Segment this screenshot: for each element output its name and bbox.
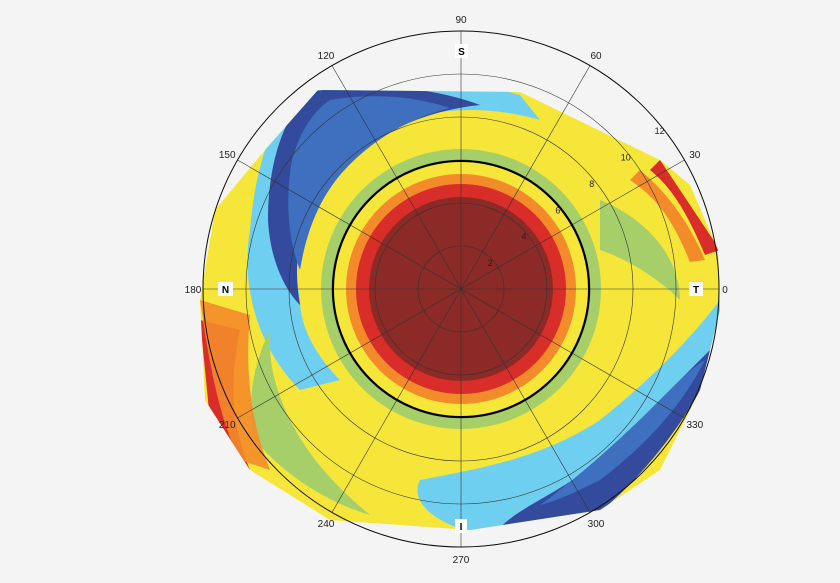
angle-label-60: 60: [590, 51, 602, 62]
direction-temporal-label: T: [693, 285, 699, 296]
direction-nasal-label: N: [222, 285, 229, 296]
angle-label-180: 180: [185, 285, 202, 296]
orange-edge-right: [630, 170, 705, 262]
direction-superior-label: S: [458, 47, 465, 58]
outer-boundary-circle: [202, 30, 720, 548]
angle-label-270: 270: [453, 555, 470, 566]
green-region-left: [250, 330, 370, 515]
green-region-right: [600, 200, 680, 300]
direction-superior: S: [455, 44, 468, 58]
orange-edge-left: [200, 300, 270, 470]
ring-labels: 2 4 6 8 10 12: [488, 126, 665, 268]
navy-core-upper-left: [288, 96, 450, 270]
angle-label-210: 210: [219, 420, 236, 431]
blue-region-lower-right: [540, 360, 705, 505]
angle-label-300: 300: [588, 519, 605, 530]
navy-region-lower-right: [500, 340, 720, 528]
direction-temporal: T: [689, 282, 703, 296]
ring-label-4: 4: [521, 232, 526, 242]
direction-nasal: N: [218, 282, 233, 296]
cyan-region-lower-right: [417, 300, 720, 530]
direction-inferior-label: I: [460, 522, 463, 533]
direction-inferior: I: [455, 519, 467, 533]
direction-inferior-box: [455, 519, 467, 533]
red-edge-right: [650, 160, 720, 255]
angle-label-0: 0: [722, 285, 728, 296]
ring-label-2: 2: [488, 258, 493, 268]
angle-label-90: 90: [455, 15, 467, 26]
grid-spoke-150-330: [237, 159, 685, 419]
angle-label-150: 150: [219, 150, 236, 161]
ring-label-6: 6: [555, 205, 560, 215]
pupil-outline: [332, 160, 590, 418]
ring-label-8: 8: [589, 179, 594, 189]
direction-superior-box: [455, 44, 468, 58]
angle-label-330: 330: [686, 420, 703, 431]
ring-label-12: 12: [655, 126, 665, 136]
direction-temporal-box: [689, 282, 703, 296]
angle-label-120: 120: [318, 51, 335, 62]
angle-label-30: 30: [689, 150, 701, 161]
ring-label-10: 10: [621, 152, 631, 162]
angle-label-240: 240: [318, 519, 335, 530]
direction-nasal-box: [218, 282, 233, 296]
